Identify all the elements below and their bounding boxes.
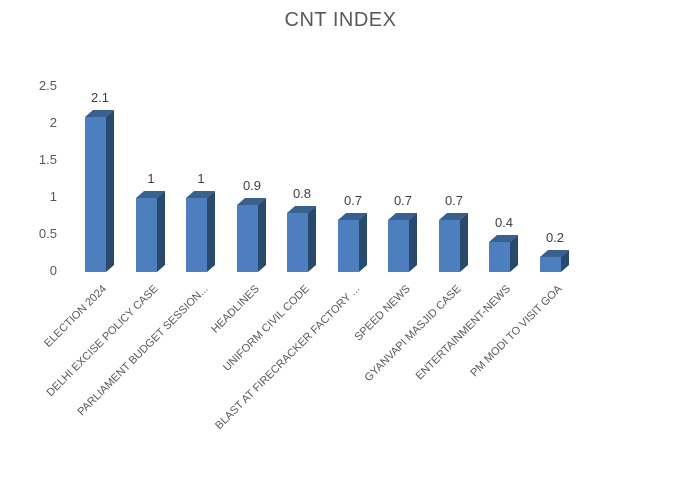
x-tick: PM MODI TO VISIT GOA [306,283,564,379]
x-tick: SPEED NEWS [154,283,412,343]
category-label: UNIFORM CIVIL CODE [220,283,312,374]
value-label: 0.4 [494,215,514,230]
bar-side-face [258,198,266,272]
bar-side-face [510,235,518,272]
bar-2 [136,191,165,272]
bar-5 [287,206,316,272]
category-label: PARLIAMENT BUDGET SESSION... [75,283,211,419]
x-tick: UNIFORM CIVIL CODE [53,283,312,374]
x-tick: ENTERTAINMENT-NEWS [255,283,513,382]
bar-top-face [237,198,266,205]
bar-top-face [439,213,468,220]
category-label: PM MODI TO VISIT GOA [468,283,565,380]
bar-top-face [338,213,367,220]
bar-front-face [439,220,460,272]
bar-6 [338,213,367,272]
bar-front-face [85,117,106,272]
value-label: 1 [147,171,155,186]
bar-top-face [287,206,316,213]
bar-front-face [136,198,157,272]
value-label: 2.1 [90,90,110,105]
category-label: BLAST AT FIRECRACKER FACTORY ... [213,283,363,432]
category-label: HEADLINES [208,283,262,336]
value-label: 0.2 [545,230,565,245]
category-label: ENTERTAINMENT-NEWS [414,283,514,383]
category-label: DELHI EXCISE POLICY CASE [44,283,161,399]
bar-top-face [136,191,165,198]
bar-side-face [409,213,417,272]
bar-front-face [540,257,561,272]
bar-front-face [237,205,258,272]
value-label: 1 [197,171,205,186]
bar-top-face [540,250,569,257]
bar-9 [489,235,518,272]
value-label: 0.8 [292,186,312,201]
bar-top-face [388,213,417,220]
chart-title: CNT INDEX [284,9,397,31]
bar-4 [237,198,266,272]
value-label: 0.7 [444,193,464,208]
x-tick: PARLIAMENT BUDGET SESSION... [0,283,210,418]
bar-front-face [489,242,510,272]
bar-8 [439,213,468,272]
bar-front-face [388,220,409,272]
bar-1 [85,110,114,272]
bar-top-face [85,110,114,117]
bar-3 [186,191,215,272]
y-tick-label: 0.5 [38,226,57,241]
bar-top-face [489,235,518,242]
x-tick: HEADLINES [3,283,262,336]
bar-front-face [186,198,207,272]
bar-side-face [308,206,316,272]
bar-side-face [561,250,569,272]
bar-7 [388,213,417,272]
y-tick-label: 1.5 [38,152,57,167]
x-tick: ELECTION 2024 [0,283,110,350]
bar-side-face [359,213,367,272]
bar-front-face [287,213,308,272]
bar-side-face [207,191,215,272]
y-tick-label: 0 [49,263,57,278]
y-tick-label: 2.5 [38,78,57,93]
bar-top-face [186,191,215,198]
bar-side-face [460,213,468,272]
category-label: SPEED NEWS [352,283,413,344]
y-tick-label: 2 [49,115,57,130]
bar-side-face [106,110,114,272]
bar-10 [540,250,569,272]
value-label: 0.7 [343,193,363,208]
x-tick: DELHI EXCISE POLICY CASE [0,283,160,399]
y-tick-label: 1 [49,189,57,204]
bar-side-face [157,191,165,272]
category-label: GYANVAPI MASJID CASE [362,283,464,385]
x-tick: GYANVAPI MASJID CASE [205,283,463,384]
category-label: ELECTION 2024 [42,283,110,350]
value-label: 0.9 [242,178,262,193]
x-tick: BLAST AT FIRECRACKER FACTORY ... [104,283,363,432]
bar-front-face [338,220,359,272]
value-label: 0.7 [393,193,413,208]
